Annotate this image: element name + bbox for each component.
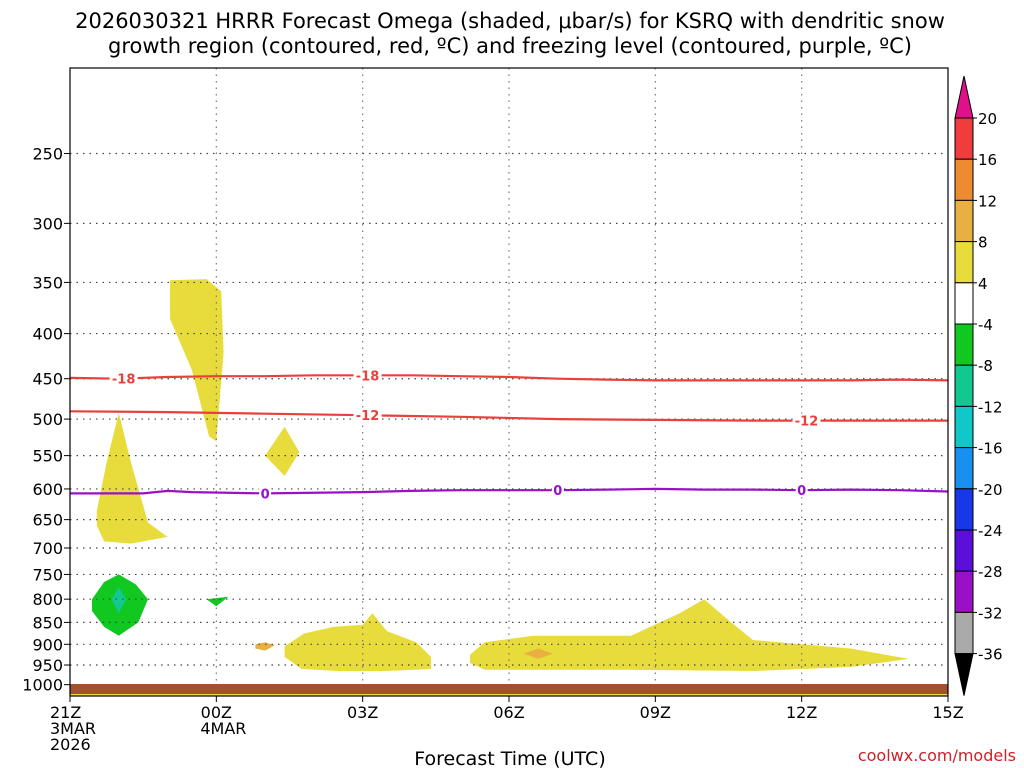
x-axis-title: Forecast Time (UTC)	[414, 748, 605, 768]
omega-area-4	[265, 426, 300, 476]
omega-area-11	[206, 596, 229, 607]
ground-surface	[70, 684, 948, 694]
colorbar-bin	[954, 117, 974, 160]
contour-label: 0	[261, 487, 270, 502]
x-tick-label: 06Z	[493, 703, 524, 722]
y-tick-label: 750	[32, 565, 63, 584]
omega-area-3	[170, 279, 224, 442]
y-tick-label: 900	[32, 635, 63, 654]
omega-area-5	[284, 613, 431, 671]
colorbar-label: -16	[978, 440, 1003, 458]
y-tick-label: 950	[32, 656, 63, 675]
x-tick-label: 09Z	[640, 703, 671, 722]
y-tick-label: 650	[32, 511, 63, 530]
colorbar-label: 20	[978, 110, 997, 128]
x-tick-label: 15Z	[932, 703, 963, 722]
y-tick-label: 500	[32, 410, 63, 429]
y-tick-label: 450	[32, 370, 63, 389]
colorbar-label: -4	[978, 316, 993, 334]
colorbar-bin	[954, 158, 974, 201]
colorbar-label: 12	[978, 192, 997, 210]
freezing-level-0	[70, 487, 948, 495]
x-tick-label: 03Z	[347, 703, 378, 722]
contour-label: -12	[795, 415, 819, 430]
chart-title-line-2: growth region (contoured, red, ºC) and f…	[108, 34, 912, 58]
colorbar-bin	[954, 405, 974, 449]
colorbar-bin	[954, 488, 974, 531]
omega-area-8	[523, 648, 553, 659]
y-tick-label: 600	[32, 480, 63, 499]
colorbar-label: -28	[978, 563, 1003, 581]
contour-label-bg	[795, 483, 808, 498]
contour-label: -18	[112, 373, 136, 388]
colorbar-label: -20	[978, 481, 1003, 499]
colorbar-bin	[954, 364, 974, 407]
contour-label: -12	[356, 409, 380, 424]
chart-title-line-1: 2026030321 HRRR Forecast Omega (shaded, …	[75, 9, 945, 33]
colorbar-label: -32	[978, 604, 1003, 622]
colorbar-label: -24	[978, 522, 1003, 540]
contour-label: -18	[356, 369, 380, 384]
colorbar-bin	[954, 323, 974, 366]
colorbar-bottom-arrow	[954, 653, 974, 696]
colorbar-label: 4	[978, 275, 988, 293]
colorbar-bin	[954, 529, 974, 572]
colorbar-bin	[954, 570, 974, 613]
colorbar-bin	[954, 611, 974, 655]
y-tick-label: 350	[32, 273, 63, 292]
omega-area-10	[111, 587, 127, 614]
contours: -18 -18 -12 -12 0 0 0	[70, 368, 948, 502]
y-axis-ticks: 250 300 350 400 450 500 550 600 650 700 750 800 850 9…	[22, 144, 70, 695]
colorbar-label: -12	[978, 398, 1003, 416]
contour-label-bg	[792, 413, 821, 428]
colorbar-bin	[954, 282, 974, 325]
contour-label-bg	[353, 368, 382, 383]
x-tick-label: 4MAR	[200, 719, 246, 738]
x-tick-label: 2026	[50, 735, 91, 754]
colorbar-label: -8	[978, 357, 993, 375]
contour-label-bg	[353, 408, 382, 423]
x-tick-label: 00Z	[201, 703, 232, 722]
colorbar-bin	[954, 447, 974, 490]
x-tick-label: 12Z	[786, 703, 817, 722]
y-tick-label: 700	[32, 539, 63, 558]
contour-label-bg	[259, 486, 272, 501]
y-tick-label: 300	[32, 214, 63, 233]
contour-label: 0	[553, 484, 562, 499]
x-tick-label: 21Z	[50, 703, 81, 722]
y-tick-label: 550	[32, 447, 63, 466]
contour-label-bg	[109, 371, 138, 386]
y-tick-label: 1000	[22, 676, 63, 695]
omega-area-2	[96, 412, 168, 544]
colorbar-label: 16	[978, 151, 997, 169]
credit-link[interactable]: coolwx.com/models	[858, 746, 1016, 765]
y-tick-label: 850	[32, 613, 63, 632]
dgz-contour-minus18	[70, 374, 948, 382]
y-tick-label: 250	[32, 144, 63, 163]
colorbar-bin	[954, 199, 974, 243]
colorbar-label: 8	[978, 234, 988, 252]
colorbar-bin	[954, 241, 974, 284]
contour-label: 0	[797, 484, 806, 499]
colorbar: 20 16 12 8 4 -4 -8 -12 -16 -20 -24 -28 -32 -36	[954, 75, 1003, 696]
omega-area-6	[255, 642, 275, 651]
contour-label-bg	[551, 483, 564, 498]
omega-area-7	[470, 599, 909, 671]
grid	[70, 68, 948, 696]
y-tick-label: 400	[32, 325, 63, 344]
y-tick-label: 800	[32, 590, 63, 609]
x-tick-label: 3MAR	[50, 719, 96, 738]
colorbar-label: -36	[978, 646, 1003, 664]
